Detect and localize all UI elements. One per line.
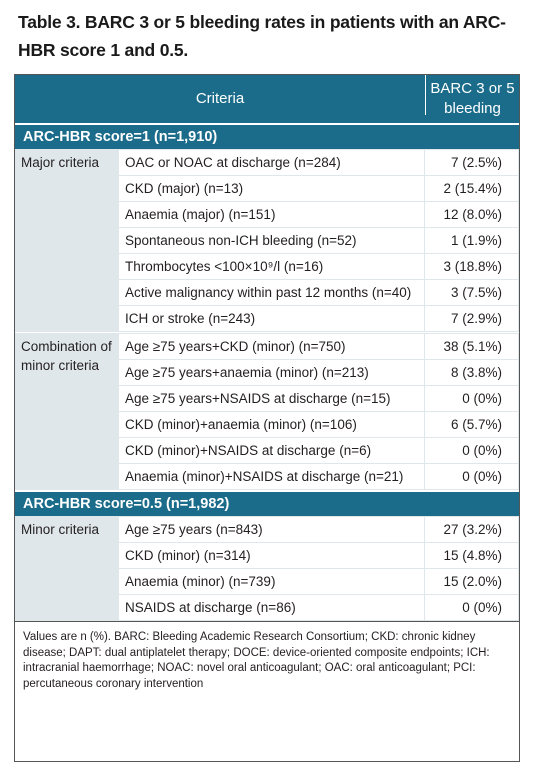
- bleeding-rate-cell: 15 (2.0%): [425, 569, 518, 594]
- bleeding-rate-cell: 27 (3.2%): [425, 517, 518, 542]
- group-label: Minor criteria: [21, 522, 100, 537]
- bleeding-rate-cell: 8 (3.8%): [425, 360, 518, 385]
- table-row: CKD (major) (n=13) 2 (15.4%): [119, 176, 519, 201]
- section-header: ARC-HBR score=1 (n=1,910): [15, 123, 519, 149]
- criterion-cell: Age ≥75 years+anaemia (minor) (n=213): [119, 360, 424, 385]
- criterion-cell: Spontaneous non-ICH bleeding (n=52): [119, 228, 424, 253]
- table-row: Active malignancy within past 12 months …: [119, 280, 519, 305]
- criterion-cell: CKD (major) (n=13): [119, 176, 424, 201]
- criterion-cell: Age ≥75 years+CKD (minor) (n=750): [119, 334, 424, 359]
- criteria-group: Minor criteria Age ≥75 years (n=843) 27 (3…: [15, 516, 519, 621]
- table-row: CKD (minor) (n=314) 15 (4.8%): [119, 543, 519, 568]
- table-row: Anaemia (major) (n=151) 12 (8.0%): [119, 202, 519, 227]
- bleeding-rate-cell: 3 (18.8%): [425, 254, 518, 279]
- table-header: Criteria BARC 3 or 5 bleeding: [15, 75, 519, 123]
- bleeding-rate-cell: 0 (0%): [425, 464, 518, 489]
- table-row: Age ≥75 years+anaemia (minor) (n=213) 8 (…: [119, 360, 519, 385]
- table-row: CKD (minor)+NSAIDS at discharge (n=6) 0 (…: [119, 438, 519, 463]
- criterion-cell: NSAIDS at discharge (n=86): [119, 595, 424, 620]
- table-title: Table 3. BARC 3 or 5 bleeding rates in p…: [18, 12, 506, 60]
- bleeding-rate-cell: 0 (0%): [425, 386, 518, 411]
- bleeding-rate-cell: 2 (15.4%): [425, 176, 518, 201]
- criterion-cell: ICH or stroke (n=243): [119, 306, 424, 331]
- criterion-cell: CKD (minor) (n=314): [119, 543, 424, 568]
- criteria-group: Major criteria OAC or NOAC at discharge (…: [15, 149, 519, 332]
- criterion-cell: Anaemia (major) (n=151): [119, 202, 424, 227]
- table-row: Thrombocytes <100×10⁹/l (n=16) 3 (18.8%): [119, 254, 519, 279]
- bleeding-rate-cell: 0 (0%): [425, 595, 518, 620]
- section-body: Minor criteria Age ≥75 years (n=843) 27 (3…: [15, 516, 519, 621]
- table-row: Anaemia (minor)+NSAIDS at discharge (n=2…: [119, 464, 519, 489]
- criterion-cell: CKD (minor)+anaemia (minor) (n=106): [119, 412, 424, 437]
- criterion-cell: Anaemia (minor)+NSAIDS at discharge (n=2…: [119, 464, 424, 489]
- criterion-cell: Active malignancy within past 12 months …: [119, 280, 424, 305]
- group-label: Major criteria: [21, 155, 100, 170]
- group-label: Combination of minor criteria: [21, 339, 112, 373]
- group-divider: [15, 332, 519, 333]
- criterion-cell: Thrombocytes <100×10⁹/l (n=16): [119, 254, 424, 279]
- bleeding-rate-cell: 3 (7.5%): [425, 280, 518, 305]
- table-row: Spontaneous non-ICH bleeding (n=52) 1 (1.…: [119, 228, 519, 253]
- bleeding-rate-cell: 0 (0%): [425, 438, 518, 463]
- table-row: NSAIDS at discharge (n=86) 0 (0%): [119, 595, 519, 620]
- table-row: Age ≥75 years+CKD (minor) (n=750) 38 (5.1…: [119, 334, 519, 359]
- criterion-cell: OAC or NOAC at discharge (n=284): [119, 150, 424, 175]
- bleeding-rate-cell: 6 (5.7%): [425, 412, 518, 437]
- bleeding-rate-cell: 7 (2.9%): [425, 306, 518, 331]
- bleeding-rate-cell: 15 (4.8%): [425, 543, 518, 568]
- header-criteria: Criteria: [195, 90, 245, 107]
- criterion-cell: Age ≥75 years (n=843): [119, 517, 424, 542]
- table-row: Age ≥75 years (n=843) 27 (3.2%): [119, 517, 519, 542]
- table-frame: Criteria BARC 3 or 5 bleeding ARC-HBR sc…: [14, 74, 520, 762]
- bleeding-rate-cell: 1 (1.9%): [425, 228, 518, 253]
- bleeding-rate-cell: 38 (5.1%): [425, 334, 518, 359]
- section-header: ARC-HBR score=0.5 (n=1,982): [15, 490, 519, 516]
- bleeding-rate-cell: 12 (8.0%): [425, 202, 518, 227]
- table-footnote: Values are n (%). BARC: Bleeding Academi…: [15, 621, 519, 761]
- table-row: Anaemia (minor) (n=739) 15 (2.0%): [119, 569, 519, 594]
- table-row: Age ≥75 years+NSAIDS at discharge (n=15)…: [119, 386, 519, 411]
- header-barc-bleeding: BARC 3 or 5 bleeding: [425, 75, 519, 117]
- criteria-group: Combination of minor criteria Age ≥75 yea…: [15, 333, 519, 490]
- bleeding-rate-cell: 7 (2.5%): [425, 150, 518, 175]
- criterion-cell: CKD (minor)+NSAIDS at discharge (n=6): [119, 438, 424, 463]
- criterion-cell: Anaemia (minor) (n=739): [119, 569, 424, 594]
- table-row: OAC or NOAC at discharge (n=284) 7 (2.5%): [119, 150, 519, 175]
- table-row: CKD (minor)+anaemia (minor) (n=106) 6 (5.…: [119, 412, 519, 437]
- section-body: Major criteria OAC or NOAC at discharge (…: [15, 149, 519, 490]
- criterion-cell: Age ≥75 years+NSAIDS at discharge (n=15): [119, 386, 424, 411]
- table-row: ICH or stroke (n=243) 7 (2.9%): [119, 306, 519, 331]
